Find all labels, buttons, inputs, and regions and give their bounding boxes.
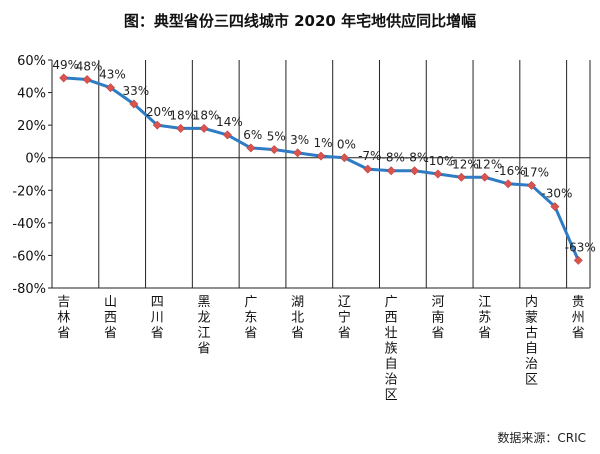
- data-point-marker: [363, 164, 373, 174]
- x-category-label: 江苏省: [478, 295, 491, 341]
- data-label: 14%: [216, 115, 243, 129]
- x-category-label: 湖北省: [291, 295, 304, 341]
- data-point-marker: [129, 99, 139, 109]
- data-point-marker: [105, 83, 116, 93]
- x-category-label: 贵州省: [572, 295, 585, 341]
- data-point-marker: [246, 143, 256, 153]
- data-label: 1%: [313, 136, 332, 150]
- data-label: -12%: [471, 157, 502, 171]
- data-point-marker: [480, 172, 490, 182]
- data-label: -17%: [518, 165, 549, 179]
- data-label: 3%: [290, 133, 309, 147]
- x-category-label: 四川省: [151, 295, 164, 341]
- data-point-marker: [82, 74, 92, 85]
- data-point-marker: [316, 151, 326, 161]
- data-label: 43%: [99, 68, 126, 82]
- data-label: 5%: [267, 130, 286, 144]
- x-category-label: 广东省: [244, 295, 257, 341]
- y-tick-label: -40%: [12, 217, 46, 232]
- data-point-marker: [176, 123, 186, 133]
- data-point-marker: [293, 148, 303, 158]
- data-point-marker: [59, 73, 69, 83]
- data-label: -7%: [358, 149, 381, 163]
- data-labels: 49%48%43%33%20%18%18%14%6% 5% 3% 1% 0%-7% -8%…: [52, 58, 595, 254]
- data-label: -8%: [405, 151, 428, 165]
- y-tick-label: 20%: [17, 119, 46, 134]
- data-label: 0%: [337, 138, 356, 152]
- x-category-label: 辽宁省: [338, 295, 351, 341]
- x-category-label: 内蒙古自治区: [525, 294, 538, 388]
- x-category-label: 黑龙江省: [198, 295, 211, 357]
- data-point-marker: [573, 255, 583, 265]
- chart-title: 图：典型省份三四线城市 2020 年宅地供应同比增幅: [123, 12, 477, 30]
- data-label: -12%: [448, 157, 479, 171]
- data-point-marker: [503, 179, 513, 189]
- x-category-label: 吉林省: [57, 295, 70, 341]
- data-point-marker: [386, 166, 396, 176]
- data-label: 6%: [243, 128, 262, 142]
- data-point-marker: [526, 180, 537, 190]
- data-point-marker: [269, 145, 279, 155]
- x-category-label: 河南省: [431, 295, 444, 341]
- y-axis-ticks: 60% 40% 20% 0% -20% -40% -60% -80%: [12, 54, 52, 297]
- data-point-marker: [550, 202, 560, 212]
- data-label: -63%: [565, 240, 596, 254]
- data-label: 33%: [123, 84, 150, 98]
- y-tick-label: 0%: [25, 152, 46, 167]
- y-tick-label: -20%: [12, 184, 46, 199]
- data-label: -30%: [541, 187, 572, 201]
- data-point-marker: [433, 169, 443, 179]
- data-label: -8%: [381, 151, 404, 165]
- data-label: -16%: [495, 164, 526, 178]
- data-point-marker: [152, 120, 162, 130]
- y-tick-label: -80%: [12, 282, 46, 297]
- data-markers: [59, 73, 583, 265]
- data-point-marker: [339, 153, 349, 163]
- x-category-label: 山西省: [104, 295, 117, 341]
- data-point-marker: [410, 166, 420, 176]
- data-label: 18%: [169, 108, 196, 122]
- y-tick-label: -60%: [12, 249, 46, 264]
- data-label: 20%: [146, 105, 173, 119]
- data-point-marker: [199, 123, 209, 133]
- data-point-marker: [456, 172, 466, 182]
- data-point-marker: [222, 130, 232, 140]
- chart-source: 数据来源：CRIC: [497, 431, 586, 445]
- vertical-gridlines: [51, 60, 591, 288]
- data-label: 48%: [76, 60, 103, 74]
- y-tick-label: 40%: [17, 87, 46, 102]
- data-label: 49%: [52, 58, 79, 72]
- data-label: 18%: [193, 108, 220, 122]
- y-tick-label: 60%: [17, 54, 46, 69]
- data-label: -10%: [424, 154, 455, 168]
- x-axis-category-labels: 吉林省 山西省 四川省 黑龙江省 广东省 湖北省 辽宁省 广西壮族自治区 河南省 江苏省 内蒙古自治…: [57, 294, 585, 403]
- x-category-label: 广西壮族自治区: [385, 295, 398, 403]
